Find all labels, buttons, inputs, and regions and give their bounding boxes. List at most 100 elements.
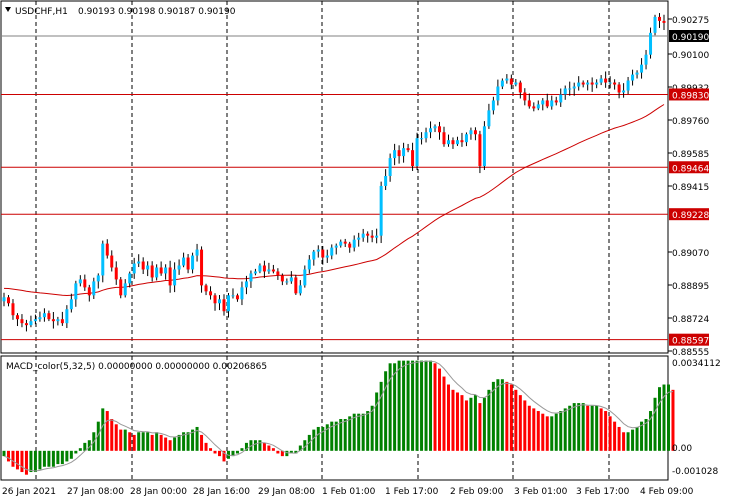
macd-bar-148: [666, 384, 670, 451]
time-label-2: 28 Jan 00:00: [130, 487, 187, 497]
macd-bar-145: [653, 397, 657, 451]
time-axis: 26 Jan 2021 27 Jan 08:00 28 Jan 00:00 28 Ja…: [2, 487, 694, 497]
candle-120: [541, 98, 545, 111]
macd-bar-57: [258, 440, 262, 451]
macd-bar-80: [361, 413, 365, 451]
macd-bar-47: [213, 450, 217, 454]
candle-20: [92, 277, 96, 300]
macd-bar-125: [563, 408, 567, 451]
macd-tick-label-2: -0.001028: [672, 467, 718, 477]
candle-122: [550, 95, 554, 110]
candle-57: [258, 263, 262, 274]
collapse-arrow-icon[interactable]: [5, 7, 11, 12]
candle-73: [330, 244, 334, 260]
macd-bar-124: [559, 411, 563, 451]
candle-44: [200, 246, 204, 293]
macd-bar-140: [631, 429, 635, 451]
macd-bar-132: [595, 405, 599, 451]
macd-bar-17: [78, 448, 82, 451]
macd-bar-127: [572, 403, 576, 451]
candle-100: [451, 137, 455, 149]
macd-bar-84: [379, 381, 383, 451]
candle-146: [658, 13, 662, 28]
candle-105: [473, 127, 477, 141]
macd-bar-103: [464, 400, 468, 451]
candle-5: [24, 319, 28, 332]
candle-31: [141, 257, 145, 275]
candle-9: [42, 308, 46, 322]
candle-64: [289, 271, 293, 284]
macd-bar-53: [240, 448, 244, 451]
level-tags: 0.89830 0.89464 0.89228 0.88597: [669, 88, 709, 347]
macd-bar-10: [47, 450, 51, 467]
svg-text:0.88597: 0.88597: [672, 337, 709, 347]
candle-26: [119, 277, 123, 299]
candle-17: [78, 275, 82, 287]
macd-bar-133: [599, 408, 603, 451]
candle-12: [56, 316, 60, 326]
candle-139: [626, 76, 630, 95]
macd-bar-136: [613, 421, 617, 451]
macd-bar-144: [649, 411, 653, 451]
level-tag-1: 0.89464: [669, 161, 709, 174]
candle-113: [509, 74, 513, 90]
candle-10: [47, 310, 51, 322]
candle-71: [321, 245, 325, 265]
candle-11: [51, 311, 55, 329]
candle-18: [83, 274, 87, 291]
macd-bar-137: [617, 426, 621, 451]
candle-125: [563, 85, 567, 100]
candle-121: [545, 93, 549, 109]
candle-52: [235, 293, 239, 302]
macd-bar-27: [123, 429, 127, 451]
candle-106: [478, 130, 482, 174]
candle-42: [191, 252, 195, 274]
candle-124: [559, 88, 563, 107]
macd-bar-5: [24, 450, 28, 475]
candle-109: [491, 96, 495, 115]
candle-59: [267, 262, 271, 274]
macd-bar-66: [298, 445, 302, 451]
candle-53: [240, 281, 244, 306]
macd-bar-72: [325, 424, 329, 451]
candle-96: [433, 124, 437, 133]
macd-bar-31: [141, 432, 145, 451]
macd-bar-121: [545, 416, 549, 451]
candle-141: [635, 70, 639, 79]
macd-bar-33: [150, 434, 154, 451]
candle-98: [442, 126, 446, 147]
macd-pane[interactable]: [0, 355, 669, 481]
level-tag-0: 0.89830: [669, 88, 709, 101]
macd-bar-77: [348, 416, 352, 451]
current-price-tag: 0.90190: [669, 30, 709, 43]
price-levels: [1, 93, 668, 341]
macd-bar-108: [487, 389, 491, 451]
macd-bar-39: [177, 434, 181, 451]
macd-bar-104: [469, 397, 473, 451]
macd-bar-49: [222, 450, 226, 462]
candle-25: [114, 261, 118, 285]
price-pane[interactable]: [0, 0, 669, 354]
candle-93: [420, 132, 424, 145]
level-tag-3: 0.88597: [669, 333, 709, 347]
macd-label: MACD_color(5,32,5) 0.00000000 0.00000000…: [6, 362, 267, 372]
macd-bar-96: [433, 363, 437, 451]
macd-bar-120: [541, 413, 545, 451]
candle-14: [65, 305, 69, 329]
macd-bar-95: [429, 360, 433, 451]
macd-bar-101: [455, 392, 459, 451]
macd-bar-130: [586, 405, 590, 451]
price-tick-label-5: 0.89415: [672, 183, 709, 193]
time-label-7: 2 Feb 09:00: [450, 487, 504, 497]
time-label-8: 3 Feb 01:00: [514, 487, 568, 497]
macd-bar-52: [235, 450, 239, 454]
candle-60: [271, 264, 275, 274]
candle-111: [500, 78, 504, 90]
candle-29: [132, 257, 136, 279]
macd-bar-110: [496, 379, 500, 451]
candle-87: [393, 143, 397, 166]
candle-131: [590, 77, 594, 92]
candle-86: [388, 153, 392, 182]
vertical-grid: [35, 1, 610, 480]
